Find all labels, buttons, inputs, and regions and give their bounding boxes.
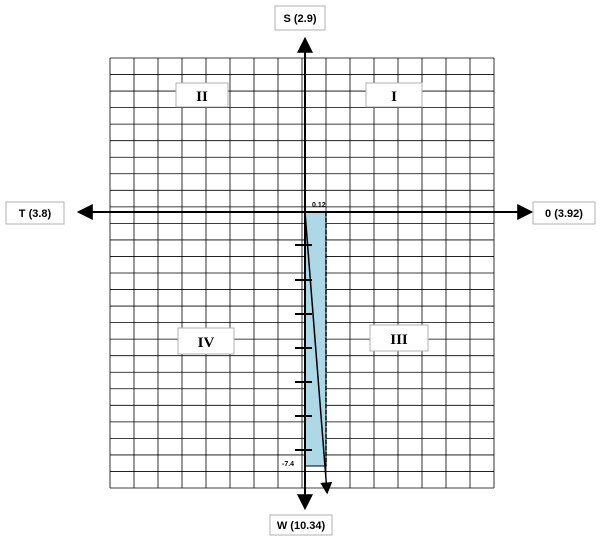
quadrant-ii-label: II (196, 89, 208, 105)
top-axis-label-box (274, 5, 326, 31)
axis-ticks (295, 244, 312, 451)
bottom-axis-label-box (269, 514, 333, 536)
quadrant-iii-label: III (390, 332, 408, 348)
bottom-value-label: -7.4 (282, 461, 294, 468)
quadrant-iv-box (177, 327, 235, 355)
quadrant-ii-box (175, 82, 229, 108)
right-axis-label-box (532, 201, 596, 225)
right-axis-label: 0 (3.92) (545, 208, 583, 220)
grid (109, 57, 495, 489)
quadrant-i-label: I (391, 89, 397, 105)
left-axis-label-box (5, 201, 65, 225)
diagonal-arrow (304, 211, 333, 495)
quadrant-i-box (365, 82, 423, 108)
quadrant-iv-label: IV (198, 335, 215, 351)
quadrant-iii-box (369, 324, 429, 352)
bottom-axis-label: W (10.34) (277, 520, 326, 532)
top-axis-label: S (2.9) (283, 13, 316, 25)
top-value-label: 0.12 (312, 202, 326, 209)
left-axis-label: T (3.8) (19, 208, 52, 220)
